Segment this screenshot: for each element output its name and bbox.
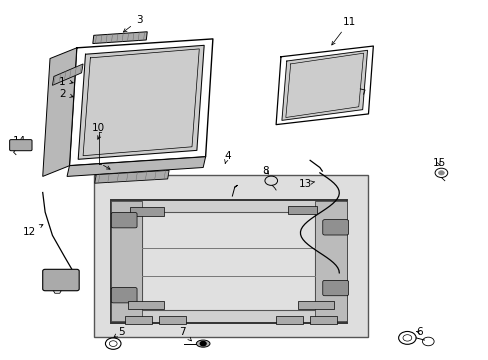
Bar [276, 316, 302, 324]
FancyBboxPatch shape [10, 140, 32, 151]
Bar [127, 301, 164, 309]
Text: 14: 14 [13, 136, 26, 146]
Bar [94, 175, 368, 337]
Bar [125, 316, 152, 324]
Bar [297, 301, 334, 309]
FancyBboxPatch shape [322, 280, 348, 296]
Polygon shape [95, 170, 169, 183]
Text: 4: 4 [224, 151, 230, 163]
Text: 6: 6 [415, 327, 422, 337]
Bar [287, 206, 317, 214]
Text: 12: 12 [23, 225, 43, 237]
FancyBboxPatch shape [322, 220, 348, 235]
Bar [309, 316, 336, 324]
Text: 15: 15 [431, 158, 445, 168]
Bar [314, 202, 346, 321]
Text: 1: 1 [59, 77, 65, 87]
FancyBboxPatch shape [111, 212, 137, 228]
Polygon shape [52, 64, 83, 85]
Polygon shape [42, 48, 77, 176]
Text: 10: 10 [92, 123, 105, 133]
FancyBboxPatch shape [42, 269, 79, 291]
Polygon shape [78, 45, 203, 159]
Bar [130, 207, 164, 216]
Ellipse shape [196, 340, 209, 347]
Polygon shape [282, 50, 367, 120]
Text: 8: 8 [262, 166, 268, 176]
Bar [111, 200, 346, 323]
Text: 5: 5 [114, 327, 124, 337]
Polygon shape [67, 157, 205, 176]
Text: 7: 7 [179, 327, 191, 341]
Circle shape [438, 171, 444, 175]
Text: 13: 13 [298, 179, 314, 189]
Bar [159, 316, 186, 324]
Circle shape [200, 342, 205, 346]
Text: 11: 11 [331, 17, 355, 45]
FancyBboxPatch shape [111, 288, 137, 303]
Polygon shape [93, 32, 147, 44]
Text: 9: 9 [60, 273, 69, 289]
Text: 3: 3 [123, 15, 142, 32]
Bar [111, 202, 142, 321]
Bar [142, 212, 314, 310]
Text: 2: 2 [59, 89, 65, 99]
